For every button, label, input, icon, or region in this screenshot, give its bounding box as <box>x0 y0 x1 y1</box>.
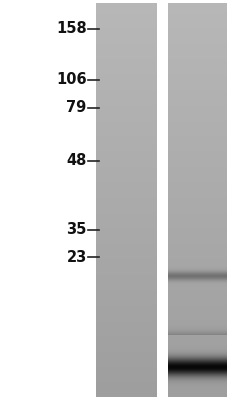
Text: 23: 23 <box>66 250 86 264</box>
Text: 48: 48 <box>66 153 86 168</box>
Text: 106: 106 <box>56 72 86 88</box>
Text: 158: 158 <box>56 21 86 36</box>
Text: 79: 79 <box>66 100 86 115</box>
Text: 35: 35 <box>66 222 86 237</box>
